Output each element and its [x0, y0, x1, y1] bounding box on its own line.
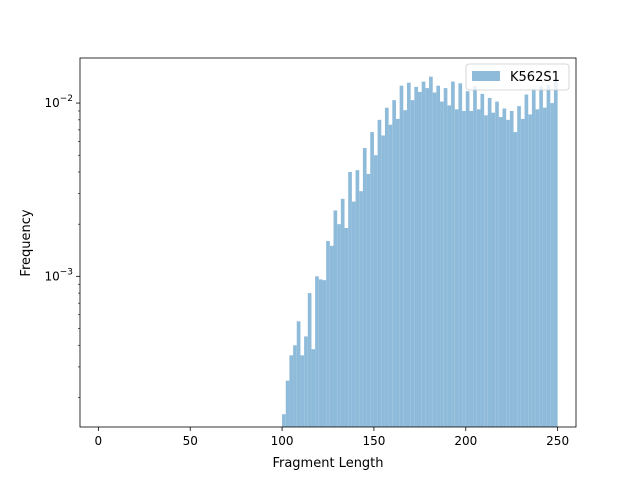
histogram-bar: [531, 88, 536, 427]
histogram-bar: [509, 110, 514, 428]
histogram-bar: [520, 118, 525, 428]
x-tick-label: 50: [183, 434, 198, 448]
histogram-bar: [469, 110, 474, 428]
histogram-bar: [535, 109, 540, 427]
histogram-bar: [311, 349, 316, 427]
legend-swatch: [472, 71, 500, 81]
histogram-bar: [348, 172, 352, 427]
histogram-bar: [282, 414, 286, 427]
histogram-bar: [362, 148, 367, 428]
histogram-bar: [377, 119, 382, 427]
histogram-bar: [528, 114, 532, 427]
histogram-bar: [307, 293, 312, 427]
histogram-bar: [359, 191, 363, 427]
histogram-bar: [476, 109, 481, 427]
histogram-bar: [370, 132, 374, 427]
histogram-bar: [333, 210, 338, 427]
legend-label: K562S1: [510, 70, 560, 85]
histogram-bar: [285, 380, 290, 427]
histogram-bar: [384, 107, 389, 427]
histogram-bar: [429, 76, 433, 428]
histogram-bar: [326, 240, 330, 427]
histogram-bar: [524, 94, 529, 427]
legend: K562S1: [465, 63, 570, 91]
histogram-bar: [550, 103, 554, 427]
y-axis-label: Frequency: [19, 209, 34, 276]
histogram-bar: [289, 355, 294, 427]
histogram-bar: [322, 280, 327, 427]
histogram-bar: [473, 86, 477, 428]
x-axis-label: Fragment Length: [272, 456, 383, 471]
histogram-bar: [304, 336, 308, 427]
histogram-bar: [542, 107, 547, 427]
histogram-bar: [495, 101, 499, 427]
histogram-bar: [392, 100, 396, 428]
histogram-bar: [539, 86, 543, 428]
histogram-bar: [337, 224, 341, 427]
histogram-bar: [399, 85, 404, 428]
legend-frame: [465, 63, 570, 91]
histogram-bar: [315, 276, 319, 427]
histogram-bar: [318, 279, 323, 427]
x-tick-label: 200: [454, 434, 477, 448]
histogram-bar: [498, 117, 503, 427]
histogram-bar: [351, 201, 356, 427]
histogram-bar: [418, 91, 422, 427]
histogram-bar: [340, 198, 345, 427]
histogram-bar: [506, 119, 510, 427]
histogram-bar: [425, 88, 430, 427]
histogram-bar: [454, 109, 459, 427]
histogram-bar: [403, 110, 407, 427]
histogram-bar: [414, 86, 419, 428]
y-tick-label: 10−3: [44, 267, 73, 283]
histogram-bar: [546, 85, 551, 427]
histogram-bar: [366, 173, 371, 427]
histogram-bar: [432, 92, 437, 427]
y-tick-label: 10−2: [44, 94, 73, 110]
histogram-bar: [406, 82, 411, 428]
histogram-bar: [458, 83, 463, 427]
histogram-bar: [300, 355, 305, 427]
histogram-bar: [443, 88, 448, 427]
histogram-bar: [421, 81, 426, 427]
histogram-bar: [465, 91, 470, 427]
histogram-bar: [388, 124, 393, 428]
histogram-bars: [282, 76, 558, 428]
histogram-bar: [373, 155, 378, 427]
histogram-bar: [410, 100, 415, 428]
y-axis-ticks: 10−3 10−2: [44, 94, 80, 398]
histogram-bar: [517, 106, 521, 427]
histogram-bar: [502, 108, 507, 428]
histogram-bar: [484, 115, 488, 427]
histogram-bar: [355, 170, 360, 427]
histogram-bar: [451, 81, 455, 427]
histogram-bar: [462, 110, 466, 428]
histogram-bar: [447, 105, 452, 427]
histogram-bar: [480, 93, 485, 428]
x-tick-label: 0: [95, 434, 103, 448]
x-tick-label: 250: [546, 434, 569, 448]
x-axis-ticks: 0 50 100 150 200 250: [95, 427, 569, 448]
histogram-bar: [553, 80, 558, 427]
histogram-bar: [436, 85, 441, 428]
histogram-bar: [395, 118, 400, 428]
x-tick-label: 150: [362, 434, 385, 448]
histogram-bar: [296, 321, 301, 427]
histogram-bar: [344, 228, 349, 427]
histogram-bar: [487, 97, 492, 427]
plot-frame: [79, 57, 577, 428]
x-tick-label: 100: [271, 434, 294, 448]
histogram-bar: [491, 112, 496, 428]
histogram-bar: [513, 132, 518, 427]
histogram-bar: [440, 101, 444, 427]
histogram-bar: [381, 135, 385, 427]
histogram-bar: [293, 345, 297, 427]
histogram-bar: [329, 245, 334, 427]
